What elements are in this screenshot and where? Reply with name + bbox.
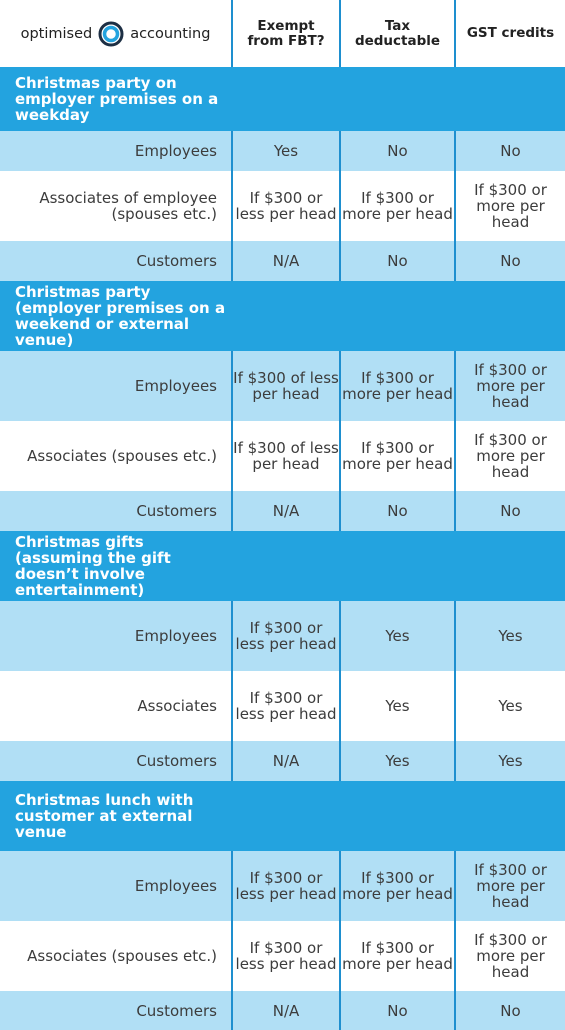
row-label: Associates: [137, 697, 217, 715]
cell-exempt-fbt: If $300 or less per head: [231, 601, 339, 671]
table-row: Customers N/A No No: [0, 491, 565, 531]
column-header-exempt-fbt: Exempt from FBT?: [231, 0, 339, 67]
cell-tax-deductable: No: [339, 241, 454, 281]
brand-word-1: optimised: [20, 25, 93, 42]
cell-exempt-fbt: If $300 or less per head: [231, 921, 339, 991]
cell-tax-deductable: If $300 or more per head: [339, 421, 454, 491]
row-label: Associates (spouses etc.): [27, 947, 217, 965]
row-label: Customers: [136, 1001, 217, 1020]
brand-logo: optimised accounting: [0, 0, 231, 67]
table-header: optimised accounting Exempt from FBT? Ta…: [0, 0, 565, 67]
cell-gst-credits: Yes: [454, 741, 565, 781]
column-header-label: Exempt from FBT?: [247, 17, 325, 49]
cell-gst-credits: Yes: [454, 601, 565, 671]
cell-tax-deductable: Yes: [339, 601, 454, 671]
cell-gst-credits: If $300 or more per head: [454, 421, 565, 491]
row-label: Employees: [134, 377, 217, 395]
cell-tax-deductable: Yes: [339, 671, 454, 741]
row-label: Employees: [134, 877, 217, 895]
table-row: Associates If $300 or less per head Yes …: [0, 671, 565, 741]
section-title: Christmas party (employer premises on a …: [15, 283, 226, 349]
cell-exempt-fbt: N/A: [231, 491, 339, 531]
section-header: Christmas party on employer premises on …: [0, 67, 565, 131]
cell-exempt-fbt: N/A: [231, 741, 339, 781]
cell-gst-credits: No: [454, 131, 565, 171]
table-row: Associates (spouses etc.) If $300 or les…: [0, 921, 565, 991]
cell-exempt-fbt: If $300 or less per head: [231, 171, 339, 241]
brand-word-2: accounting: [130, 25, 211, 42]
row-label: Customers: [136, 752, 217, 770]
row-label: Associates (spouses etc.): [27, 447, 217, 465]
table-row: Employees If $300 or less per head Yes Y…: [0, 601, 565, 671]
cell-gst-credits: Yes: [454, 671, 565, 741]
section-header: Christmas lunch with customer at externa…: [0, 781, 565, 851]
row-label: Employees: [134, 142, 217, 160]
table-row: Customers N/A Yes Yes: [0, 741, 565, 781]
cell-exempt-fbt: If $300 or less per head: [231, 851, 339, 921]
section-header: Christmas gifts (assuming the gift doesn…: [0, 531, 565, 601]
row-label: Customers: [136, 502, 217, 520]
row-label: Associates of employee (spouses etc.): [39, 189, 217, 223]
column-header-tax-deductable: Tax deductable: [339, 0, 454, 67]
cell-gst-credits: If $300 or more per head: [454, 171, 565, 241]
column-header-label: Tax deductable: [354, 17, 441, 49]
cell-tax-deductable: No: [339, 991, 454, 1030]
cell-gst-credits: If $300 or more per head: [454, 921, 565, 991]
table-row: Associates of employee (spouses etc.) If…: [0, 171, 565, 241]
cell-tax-deductable: No: [339, 131, 454, 171]
table-row: Customers N/A No No: [0, 241, 565, 281]
cell-gst-credits: No: [454, 241, 565, 281]
section-title: Christmas party on employer premises on …: [15, 74, 219, 124]
cell-tax-deductable: If $300 or more per head: [339, 851, 454, 921]
table-row: Employees Yes No No: [0, 131, 565, 171]
cell-tax-deductable: If $300 or more per head: [339, 351, 454, 421]
column-header-gst-credits: GST credits: [454, 0, 565, 67]
cell-tax-deductable: If $300 or more per head: [339, 921, 454, 991]
cell-gst-credits: No: [454, 991, 565, 1030]
cell-exempt-fbt: Yes: [231, 131, 339, 171]
cell-tax-deductable: No: [339, 491, 454, 531]
table-row: Customers N/A No No: [0, 991, 565, 1030]
row-label: Customers: [136, 252, 217, 270]
cell-tax-deductable: If $300 or more per head: [339, 171, 454, 241]
row-label: Employees: [134, 627, 217, 645]
section-header: Christmas party (employer premises on a …: [0, 281, 565, 351]
table-row: Employees If $300 or less per head If $3…: [0, 851, 565, 921]
column-header-label: GST credits: [466, 25, 555, 41]
table-row: Employees If $300 of less per head If $3…: [0, 351, 565, 421]
cell-exempt-fbt: N/A: [231, 241, 339, 281]
section-title: Christmas lunch with customer at externa…: [15, 791, 194, 841]
cell-gst-credits: If $300 or more per head: [454, 351, 565, 421]
section-title: Christmas gifts (assuming the gift doesn…: [15, 533, 171, 599]
cell-exempt-fbt: If $300 or less per head: [231, 671, 339, 741]
ring-logo-icon: [98, 21, 124, 46]
cell-gst-credits: No: [454, 491, 565, 531]
cell-exempt-fbt: N/A: [231, 991, 339, 1030]
table-row: Associates (spouses etc.) If $300 of les…: [0, 421, 565, 491]
cell-exempt-fbt: If $300 of less per head: [231, 421, 339, 491]
cell-gst-credits: If $300 or more per head: [454, 851, 565, 921]
cell-tax-deductable: Yes: [339, 741, 454, 781]
cell-exempt-fbt: If $300 of less per head: [231, 351, 339, 421]
